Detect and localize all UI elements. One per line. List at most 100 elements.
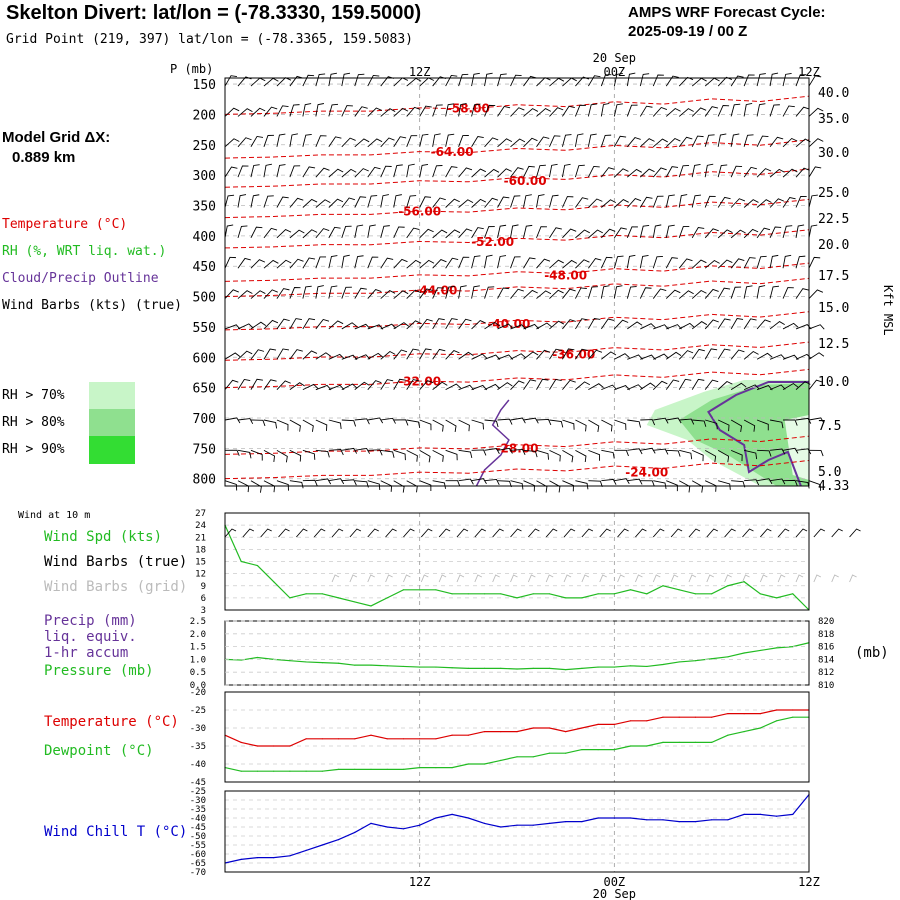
wind-panel-point — [775, 597, 778, 599]
chill-panel-point — [548, 822, 551, 825]
wind-barb — [237, 225, 248, 238]
wind-barb — [666, 417, 682, 424]
wind-barb — [730, 286, 742, 299]
wind-panel-point — [792, 593, 794, 595]
wind-barb — [549, 419, 564, 428]
wind-panel-tick: 27 — [195, 509, 206, 519]
wind-barb — [743, 103, 753, 117]
wind-barb — [341, 254, 350, 269]
wind-barb — [652, 380, 668, 390]
temp-panel-point — [256, 770, 259, 772]
wind-barb — [302, 285, 312, 299]
panel-frame-height — [224, 77, 810, 487]
wind-barb — [315, 384, 332, 391]
wind-barb — [795, 74, 807, 87]
wind-barb-10m — [456, 528, 469, 538]
wind-barb — [665, 351, 682, 360]
wind-barb — [510, 256, 521, 269]
wind-barb — [328, 449, 344, 456]
wind-barb — [523, 449, 538, 458]
chill-panel-tick: -30 — [190, 796, 206, 806]
wind-barb — [328, 168, 344, 178]
wind-barb — [250, 290, 266, 299]
wind-barb — [691, 107, 707, 117]
wind-barb — [640, 323, 656, 330]
wind-barb — [263, 259, 279, 269]
chill-panel-point — [305, 849, 307, 852]
wind-barb — [756, 199, 772, 208]
pressure-panel-point — [419, 666, 421, 668]
wind-barb — [458, 384, 475, 391]
wind-barb — [250, 164, 260, 178]
wind-barb — [717, 105, 730, 117]
wind-barb — [380, 165, 392, 178]
wind-barb — [484, 286, 495, 299]
wind-barb — [237, 137, 252, 148]
wind-barb — [549, 194, 559, 208]
wind-barb — [432, 258, 447, 269]
wind-barb-grid — [652, 574, 661, 583]
wind-barb — [523, 351, 539, 360]
wind-barb — [471, 320, 486, 330]
wind-barb — [678, 258, 693, 269]
wind-barb — [250, 107, 266, 117]
wind-barb — [484, 104, 496, 117]
wind-barb — [445, 419, 457, 432]
wind-barb — [782, 73, 792, 87]
wind-barb — [237, 378, 251, 390]
wind-panel-point — [646, 593, 648, 595]
wind-barb — [328, 419, 342, 430]
kft-axis-title: Kft MSL — [881, 285, 895, 336]
precip-tick: 1.5 — [190, 643, 206, 653]
temp-panel-point — [646, 720, 648, 722]
wind-barb — [445, 229, 461, 239]
wind-barb — [497, 418, 513, 425]
temp-panel-point — [435, 767, 437, 769]
wind-barb — [743, 384, 760, 391]
wind-barb-grid — [581, 574, 590, 583]
wind-barb — [549, 259, 564, 269]
wind-barb — [613, 135, 627, 148]
wind-barb — [510, 288, 524, 299]
wind-barb — [237, 108, 253, 117]
wind-barb — [484, 226, 495, 239]
wind-barb — [574, 133, 584, 147]
precip-tick: 1.0 — [190, 655, 206, 665]
wind-barb — [795, 106, 810, 117]
wind-barb — [679, 480, 691, 493]
chill-panel-point — [273, 857, 275, 859]
temperature-contour — [224, 168, 810, 188]
wind-barb — [315, 285, 324, 299]
wind-barb — [795, 353, 812, 360]
wind-barb — [587, 318, 601, 330]
wind-barb-10m — [706, 528, 719, 538]
wind-barb-10m — [492, 528, 504, 538]
pressure-panel-point — [500, 667, 502, 669]
wind-barb — [808, 352, 825, 360]
wind-barb — [692, 449, 704, 462]
wind-barb — [639, 254, 649, 269]
wind-barb — [419, 419, 432, 431]
wind-barb — [315, 256, 327, 269]
wind-barb — [783, 479, 798, 487]
wind-barb — [341, 354, 358, 360]
chill-panel-point — [613, 817, 615, 819]
wind-barb — [744, 449, 758, 460]
wind-barb — [367, 449, 383, 456]
wind-barb — [769, 321, 785, 330]
wind-barb-10m — [563, 528, 576, 538]
wind-barb — [341, 419, 357, 427]
wind-barb-10m — [635, 528, 647, 538]
wind-barb — [691, 259, 707, 269]
wind-barb — [263, 163, 272, 178]
wind-barb — [730, 165, 743, 178]
wind-barb — [393, 107, 409, 117]
chill-panel-point — [337, 839, 340, 841]
wind-barb — [432, 287, 444, 299]
temp-panel-point — [386, 738, 388, 740]
pressure-tick: 250 — [193, 139, 216, 154]
wind-barb — [588, 229, 603, 239]
wind-barb — [367, 74, 380, 87]
wind-barb — [808, 379, 823, 390]
pressure-tick: 814 — [818, 655, 834, 665]
